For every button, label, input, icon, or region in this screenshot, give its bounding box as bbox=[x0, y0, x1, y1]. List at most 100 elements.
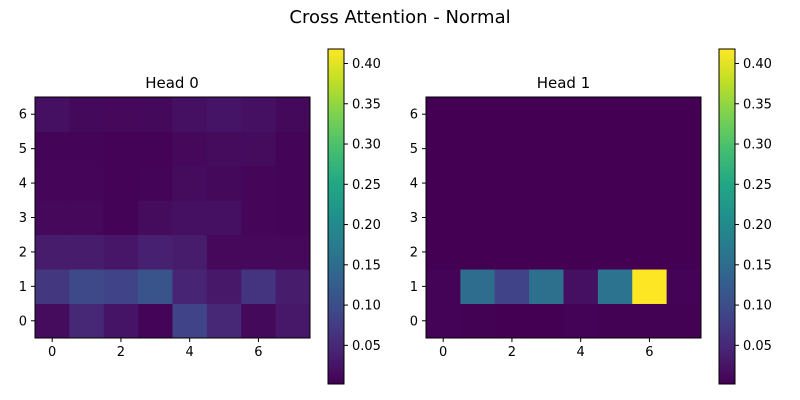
colorbar-tick-label: 0.20 bbox=[352, 218, 381, 233]
heatmap-cell bbox=[632, 165, 668, 201]
colorbar-tick-label: 0.05 bbox=[743, 339, 772, 354]
heatmap-cell bbox=[563, 97, 599, 132]
heatmap-cell bbox=[172, 269, 208, 304]
heatmap-cell bbox=[69, 97, 105, 132]
y-tick-label: 2 bbox=[19, 245, 27, 260]
heatmap-cell bbox=[138, 97, 173, 132]
heatmap-cell bbox=[69, 131, 105, 167]
heatmap-cell bbox=[460, 97, 496, 132]
heatmap-cell bbox=[35, 303, 70, 339]
heatmap-cell bbox=[138, 303, 173, 339]
heatmap-cell bbox=[632, 97, 668, 132]
heatmap-cell bbox=[103, 131, 139, 167]
heatmap-cell bbox=[275, 131, 311, 167]
y-axis: 0 1 2 3 4 5 6 bbox=[410, 108, 426, 329]
colorbar-tick-label: 0.15 bbox=[743, 258, 772, 273]
heatmap-cell bbox=[666, 303, 702, 339]
heatmap-cell bbox=[460, 234, 496, 270]
colorbar-tick-label: 0.20 bbox=[743, 218, 772, 233]
heatmap-cell bbox=[460, 269, 496, 304]
panel-title: Head 0 bbox=[145, 74, 199, 92]
heatmap-cell bbox=[597, 131, 633, 167]
heatmap-cell bbox=[103, 269, 139, 304]
colorbar-tick-label: 0.10 bbox=[352, 299, 381, 314]
heatmap-cell bbox=[597, 97, 633, 132]
heatmap-cell bbox=[172, 303, 208, 339]
heatmap-cell bbox=[426, 131, 461, 167]
colorbar-tick-label: 0.35 bbox=[352, 97, 381, 112]
heatmap-cell bbox=[35, 200, 70, 236]
heatmap-cell bbox=[206, 234, 242, 270]
heatmap-cell bbox=[426, 200, 461, 236]
heatmap-cell bbox=[597, 200, 633, 236]
heatmap-cell bbox=[103, 303, 139, 339]
x-tick-label: 6 bbox=[645, 345, 653, 360]
colorbar-tick-label: 0.25 bbox=[352, 178, 381, 193]
heatmap-cell bbox=[460, 131, 496, 167]
heatmap-cell bbox=[206, 303, 242, 339]
heatmap-cell bbox=[69, 165, 105, 201]
y-tick-label: 3 bbox=[410, 211, 418, 226]
heatmap-cell bbox=[241, 97, 277, 132]
heatmap-cell bbox=[206, 131, 242, 167]
heatmap-cell bbox=[632, 131, 668, 167]
heatmap-cell bbox=[426, 303, 461, 339]
heatmap-cell bbox=[666, 234, 702, 270]
panel-title: Head 1 bbox=[537, 74, 591, 92]
y-tick-label: 1 bbox=[19, 280, 27, 295]
heatmap-cell bbox=[494, 200, 530, 236]
heatmap-cell bbox=[206, 165, 242, 201]
colorbar-tick-label: 0.35 bbox=[743, 97, 772, 112]
x-axis: 0 2 4 6 bbox=[48, 338, 263, 360]
heatmap-cell bbox=[241, 303, 277, 339]
heatmap-cell bbox=[138, 269, 173, 304]
x-tick-label: 4 bbox=[577, 345, 585, 360]
colorbar-tick-label: 0.30 bbox=[743, 138, 772, 153]
heatmap-cell bbox=[632, 303, 668, 339]
heatmap-cell bbox=[172, 131, 208, 167]
heatmap-cell bbox=[241, 131, 277, 167]
heatmap-cell bbox=[666, 131, 702, 167]
x-tick-label: 6 bbox=[254, 345, 262, 360]
heatmap-cell bbox=[666, 269, 702, 304]
y-tick-label: 4 bbox=[19, 177, 27, 192]
y-tick-label: 0 bbox=[410, 314, 418, 329]
heatmap-cell bbox=[529, 303, 564, 339]
heatmap-cell bbox=[426, 97, 461, 132]
heatmap-cell bbox=[426, 269, 461, 304]
heatmap-cell bbox=[426, 234, 461, 270]
heatmap-cell bbox=[35, 234, 70, 270]
heatmap-cell bbox=[666, 200, 702, 236]
heatmap-cell bbox=[529, 234, 564, 270]
colorbar-tick-label: 0.40 bbox=[352, 57, 381, 72]
heatmap-cell bbox=[529, 200, 564, 236]
heatmap-cell bbox=[563, 303, 599, 339]
heatmap-cell bbox=[563, 200, 599, 236]
colorbar-tick-label: 0.05 bbox=[352, 339, 381, 354]
heatmap-cell bbox=[241, 200, 277, 236]
figure-title: Cross Attention - Normal bbox=[289, 7, 510, 28]
heatmap-cell bbox=[597, 269, 633, 304]
colorbar-tick-label: 0.25 bbox=[743, 178, 772, 193]
heatmap-cell bbox=[172, 200, 208, 236]
x-axis: 0 2 4 6 bbox=[439, 338, 654, 360]
heatmap-cell bbox=[103, 200, 139, 236]
y-tick-label: 3 bbox=[19, 211, 27, 226]
colorbar-gradient bbox=[718, 48, 736, 385]
heatmap-cell bbox=[494, 165, 530, 201]
x-tick-label: 4 bbox=[186, 345, 194, 360]
colorbar-tick-label: 0.40 bbox=[743, 57, 772, 72]
heatmap-cells bbox=[35, 97, 311, 339]
heatmap-cell bbox=[172, 165, 208, 201]
heatmap-cell bbox=[172, 97, 208, 132]
heatmap-cell bbox=[563, 131, 599, 167]
y-tick-label: 5 bbox=[410, 142, 418, 157]
y-tick-label: 1 bbox=[410, 280, 418, 295]
heatmap-cell bbox=[597, 303, 633, 339]
heatmap-cell bbox=[275, 97, 311, 132]
heatmap-cell bbox=[69, 269, 105, 304]
y-tick-label: 4 bbox=[410, 177, 418, 192]
heatmap-cell bbox=[666, 97, 702, 132]
heatmap-cell bbox=[138, 234, 173, 270]
x-tick-label: 2 bbox=[117, 345, 125, 360]
